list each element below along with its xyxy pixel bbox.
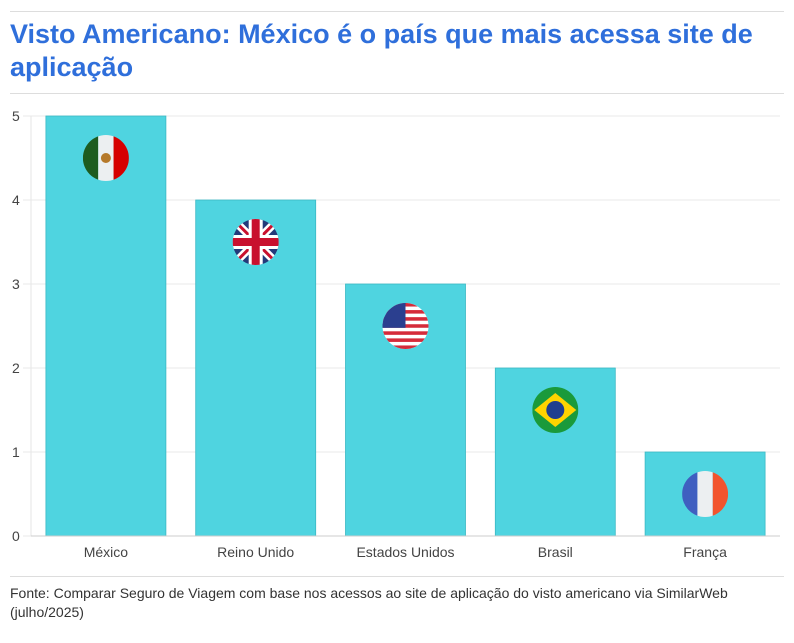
mexico-flag-icon bbox=[82, 135, 129, 181]
brazil-flag-icon bbox=[532, 387, 579, 433]
x-tick-label: Brasil bbox=[538, 544, 573, 560]
chart-title: Visto Americano: México é o país que mai… bbox=[10, 19, 753, 82]
y-tick-label: 3 bbox=[12, 276, 20, 292]
x-tick-label: Reino Unido bbox=[217, 544, 294, 560]
x-tick-label: França bbox=[683, 544, 727, 560]
y-tick-label: 1 bbox=[12, 444, 20, 460]
y-tick-label: 0 bbox=[12, 528, 20, 544]
x-tick-label: México bbox=[84, 544, 129, 560]
x-tick-label: Estados Unidos bbox=[356, 544, 454, 560]
source-note: Fonte: Comparar Seguro de Viagem com bas… bbox=[10, 585, 728, 620]
footer-divider bbox=[10, 576, 784, 577]
bar-México bbox=[45, 115, 167, 537]
france-flag-icon bbox=[682, 471, 729, 517]
y-tick-label: 4 bbox=[12, 192, 20, 208]
title-divider bbox=[10, 93, 784, 94]
uk-flag-icon bbox=[232, 219, 279, 265]
y-tick-label: 5 bbox=[12, 108, 20, 124]
usa-flag-icon bbox=[382, 303, 429, 349]
top-divider bbox=[10, 11, 784, 12]
bar-chart: 0 1 2 3 4 5 México Reino Unido Estados Unidos Bra… bbox=[12, 108, 780, 560]
y-tick-label: 2 bbox=[12, 360, 20, 376]
